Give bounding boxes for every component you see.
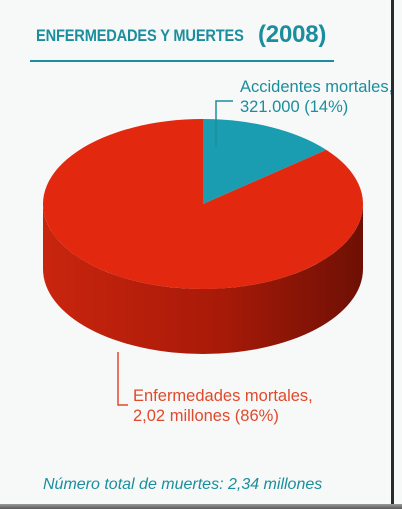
label-enfermedades-name: Enfermedades mortales, [133, 387, 313, 405]
chart-title-text: ENFERMEDADES Y MUERTES [36, 26, 244, 45]
pie-slice-accidentes [203, 119, 327, 204]
chart-title-year: (2008) [258, 21, 327, 48]
label-accidentes-value: 321.000 (14%) [240, 98, 349, 116]
label-enfermedades: Enfermedades mortales, 2,02 millones (86… [133, 386, 313, 426]
label-accidentes-name: Accidentes mortales, [240, 78, 394, 96]
label-enfermedades-value: 2,02 millones (86%) [133, 407, 279, 425]
total-deaths-footnote: Número total de muertes: 2,34 millones [43, 476, 323, 493]
leader-line-accidentes [215, 100, 233, 147]
label-accidentes: Accidentes mortales, 321.000 (14%) [240, 77, 393, 117]
chart-title: ENFERMEDADES Y MUERTES (2008) [36, 21, 326, 48]
pie-slice-enfermedades [43, 119, 364, 289]
leader-line-enfermedades [117, 352, 128, 406]
pie-side-wall [43, 204, 363, 354]
frame-edge-right [391, 0, 394, 509]
frame-edge-bottom [0, 504, 402, 509]
title-underline [30, 60, 334, 62]
